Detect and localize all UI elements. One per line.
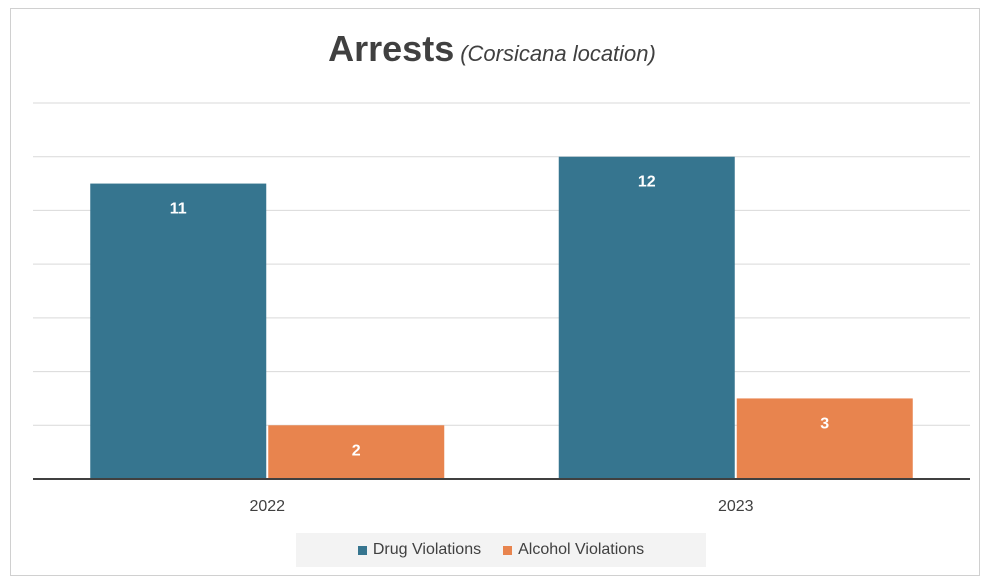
legend-swatch-drug <box>357 545 367 555</box>
legend-label-alcohol: Alcohol Violations <box>518 541 645 558</box>
legend-label-drug: Drug Violations <box>372 541 482 558</box>
chart-subtitle: (Corsicana location) <box>460 41 656 66</box>
chart-title: Arrests <box>328 28 455 69</box>
data-labels: 11 2 12 3 <box>170 174 830 460</box>
data-label: 2 <box>352 442 361 459</box>
chart-title-block: Arrests (Corsicana location) <box>0 28 984 70</box>
legend-item-drug: Drug Violations <box>357 541 482 559</box>
bar-alcohol-violations-2023 <box>736 398 913 479</box>
bar-drug-violations-2023 <box>558 156 735 479</box>
data-label: 12 <box>638 174 656 191</box>
data-label: 11 <box>170 201 187 218</box>
bar-drug-violations-2022 <box>90 183 267 480</box>
chart-legend: Drug Violations Alcohol Violations <box>296 533 706 567</box>
x-tick-label: 2023 <box>718 498 754 515</box>
legend-item-alcohol: Alcohol Violations <box>503 541 644 559</box>
data-label: 3 <box>820 415 829 432</box>
legend-swatch-alcohol <box>503 545 513 555</box>
bars <box>90 156 913 480</box>
x-tick-label: 2022 <box>249 498 285 515</box>
bar-alcohol-violations-2022 <box>268 425 445 479</box>
x-tick-labels: 2022 2023 <box>249 498 753 515</box>
